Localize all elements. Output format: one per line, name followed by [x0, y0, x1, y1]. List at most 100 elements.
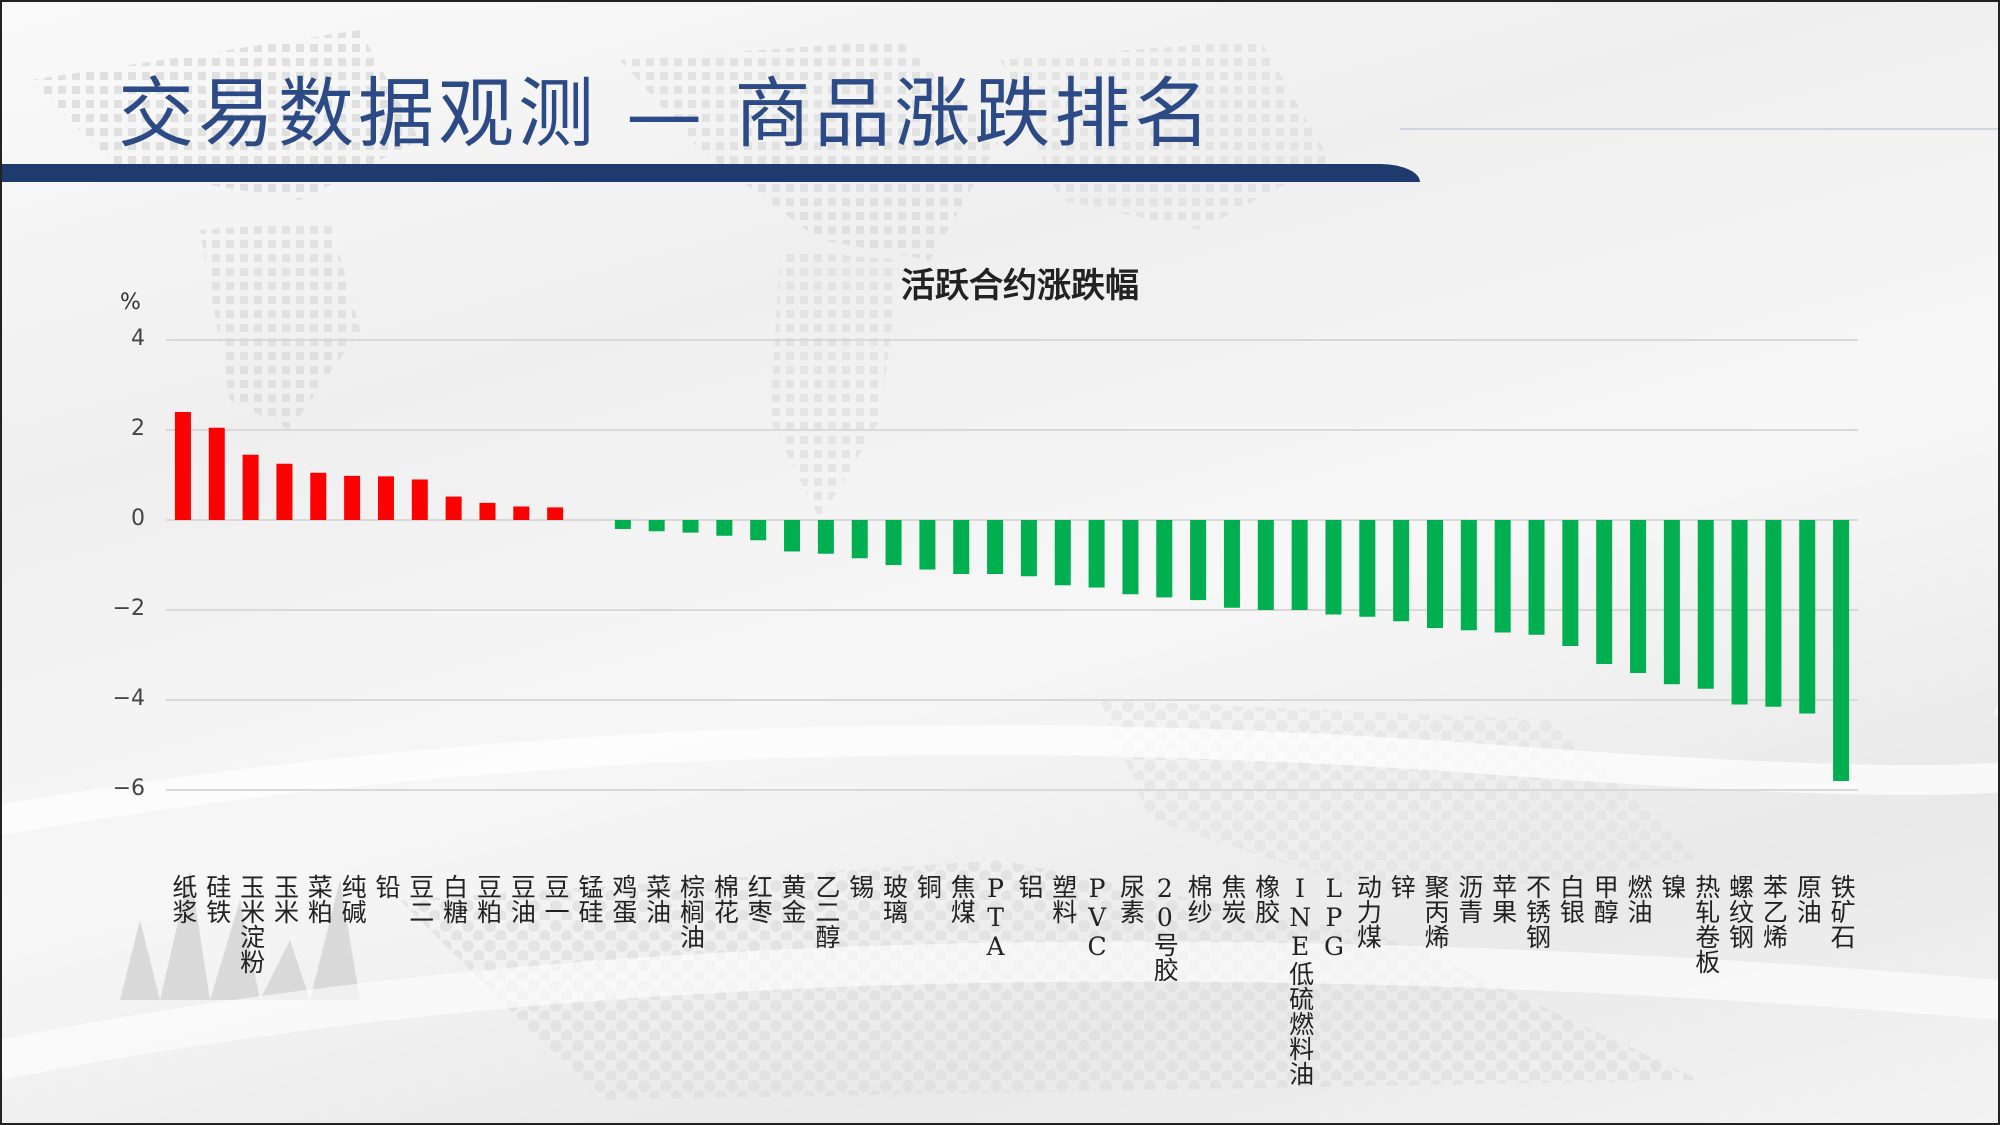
bar-黄金	[784, 520, 801, 552]
bar-热轧卷板	[1697, 520, 1714, 689]
bar-铁矿石	[1833, 520, 1850, 781]
y-tick-label: 2	[131, 416, 145, 441]
bar-豆一	[547, 507, 564, 520]
bar-铝	[1020, 520, 1037, 577]
x-tick-label: 豆油	[507, 874, 537, 924]
bar-菜油	[648, 520, 665, 532]
bar-焦煤	[953, 520, 970, 574]
x-tick-label: 沥青	[1454, 874, 1484, 924]
x-tick-label: 铁矿石	[1827, 874, 1857, 949]
chart-title: 活跃合约涨跌幅	[901, 266, 1139, 306]
x-tick-label: 聚丙烯	[1421, 874, 1450, 949]
x-tick-label: 玉米淀粉	[236, 874, 266, 974]
bar-白糖	[445, 496, 462, 520]
x-tick-label: PVC	[1082, 874, 1112, 961]
x-tick-label: 锌	[1387, 874, 1417, 899]
y-tick-label: −6	[112, 776, 145, 801]
bar-燃油	[1630, 520, 1647, 673]
bar-铜	[919, 520, 936, 570]
bar-INE低硫燃料油	[1291, 520, 1308, 610]
x-tick-label: 硅铁	[202, 874, 232, 924]
x-tick-label: 橡胶	[1251, 874, 1281, 924]
x-tick-label: 不锈钢	[1522, 874, 1552, 949]
x-tick-label: 热轧卷板	[1691, 874, 1721, 974]
title-underline-thin	[1400, 128, 2000, 130]
x-tick-label: 菜粕	[304, 874, 334, 924]
x-tick-label: 焦炭	[1217, 874, 1247, 924]
x-tick-label: PTA	[981, 874, 1011, 961]
bar-甲醇	[1596, 520, 1613, 664]
bar-不锈钢	[1528, 520, 1545, 635]
bar-聚丙烯	[1427, 520, 1443, 628]
x-tick-label: 乙二醇	[811, 874, 841, 949]
bar-LPG	[1325, 520, 1342, 615]
bar-纸浆	[174, 412, 191, 520]
bar-棉花	[716, 520, 733, 536]
bar-塑料	[1054, 520, 1071, 586]
x-tick-label: INE低硫燃料油	[1285, 874, 1315, 1086]
bar-动力煤	[1359, 520, 1376, 617]
bar-玉米	[276, 463, 293, 520]
x-tick-label: 铜	[913, 874, 943, 899]
x-tick-label: 螺纹钢	[1725, 874, 1755, 949]
x-tick-label: 棉纱	[1184, 874, 1214, 924]
x-tick-label: 镍	[1657, 874, 1687, 899]
bar-苯乙烯	[1765, 520, 1782, 707]
x-tick-label: 红枣	[744, 874, 774, 924]
bar-棉纱	[1190, 520, 1207, 601]
x-tick-label: 尿素	[1116, 874, 1146, 924]
bar-乙二醇	[817, 520, 834, 554]
bar-菜粕	[310, 472, 327, 520]
x-tick-label: 豆一	[541, 874, 571, 924]
slide-title: 交易数据观测 — 商品涨跌排名	[118, 69, 1215, 158]
x-tick-label: 白银	[1556, 874, 1586, 924]
x-tick-label: 燃油	[1624, 874, 1654, 924]
bar-红枣	[750, 520, 767, 541]
x-tick-label: 动力煤	[1353, 874, 1383, 949]
bar-鸡蛋	[614, 520, 631, 529]
title-underline-bar	[0, 164, 1420, 182]
x-tick-label: 黄金	[778, 874, 808, 924]
y-tick-label: −4	[112, 686, 145, 711]
bar-橡胶	[1257, 520, 1274, 610]
bar-纯碱	[344, 475, 361, 520]
bar-豆油	[513, 506, 530, 520]
x-tick-label: 菜油	[642, 874, 672, 924]
x-tick-label: 豆二	[405, 874, 435, 924]
x-tick-label: 20号胶	[1150, 874, 1180, 982]
bar-硅铁	[208, 427, 225, 520]
x-tick-label: 甲醇	[1590, 874, 1620, 924]
x-tick-label: 棉花	[710, 874, 740, 924]
bar-玻璃	[885, 520, 902, 565]
x-tick-label: 豆粕	[473, 874, 503, 924]
bar-白银	[1562, 520, 1579, 646]
bar-锌	[1393, 520, 1410, 622]
x-tick-label: 玉米	[270, 874, 300, 924]
y-tick-label: 0	[131, 506, 145, 531]
bar-20号胶	[1156, 520, 1173, 598]
bar-苹果	[1494, 520, 1511, 633]
bar-豆二	[411, 479, 428, 520]
bar-尿素	[1122, 520, 1139, 595]
bar-铅	[377, 476, 394, 520]
bar-锡	[851, 520, 868, 559]
bar-原油	[1799, 520, 1816, 714]
bar-玉米淀粉	[242, 454, 259, 520]
y-tick-label: 4	[131, 326, 145, 351]
x-tick-label: 苹果	[1488, 874, 1518, 924]
bar-镍	[1663, 520, 1680, 685]
x-tick-label: 原油	[1793, 874, 1823, 924]
x-tick-label: LPG	[1319, 874, 1349, 961]
bar-沥青	[1460, 520, 1477, 631]
x-tick-label: 塑料	[1048, 874, 1078, 924]
x-tick-label: 焦煤	[947, 874, 977, 924]
x-tick-label: 铝	[1014, 874, 1044, 899]
x-tick-label: 玻璃	[879, 874, 909, 924]
x-tick-label: 纯碱	[338, 874, 368, 924]
bar-PTA	[987, 520, 1004, 574]
bar-豆粕	[479, 502, 496, 520]
x-tick-label: 锡	[845, 874, 875, 899]
